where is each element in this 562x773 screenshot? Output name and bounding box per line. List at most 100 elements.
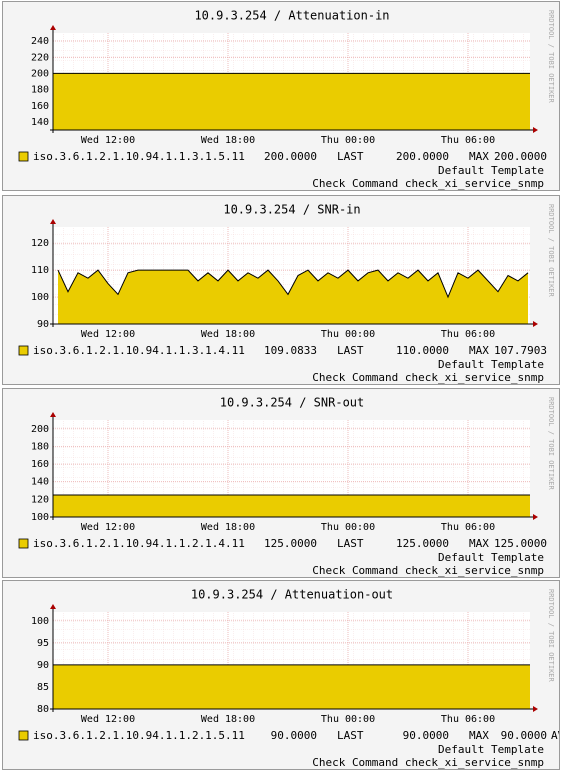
- y-tick-label: 140: [31, 117, 49, 128]
- y-arrow: [50, 604, 56, 609]
- y-tick-label: 80: [37, 704, 49, 715]
- legend-label: iso.3.6.1.2.1.10.94.1.1.2.1.5.11: [33, 729, 245, 742]
- chart-title: 10.9.3.254 / Attenuation-out: [191, 588, 393, 602]
- area-fill: [53, 73, 530, 130]
- watermark: RRDTOOL / TOBI OETIKER: [547, 204, 555, 298]
- y-tick-label: 90: [37, 660, 49, 671]
- legend-label: iso.3.6.1.2.1.10.94.1.1.3.1.4.11: [33, 344, 245, 357]
- template-label: Default Template: [438, 164, 544, 177]
- y-tick-label: 180: [31, 85, 49, 96]
- y-tick-label: 90: [37, 319, 49, 330]
- y-tick-label: 100: [31, 616, 49, 627]
- legend-stat: 200.0000: [494, 150, 547, 163]
- x-tick-label: Thu 06:00: [441, 135, 495, 146]
- command-label: Check Command check_xi_service_snmp: [312, 756, 544, 769]
- command-label: Check Command check_xi_service_snmp: [312, 177, 544, 190]
- legend-stat-name: LAST: [337, 150, 364, 163]
- y-tick-label: 180: [31, 441, 49, 452]
- y-tick-label: 140: [31, 477, 49, 488]
- area-fill: [53, 495, 530, 517]
- chart-title: 10.9.3.254 / SNR-in: [223, 203, 360, 217]
- x-tick-label: Wed 12:00: [81, 714, 135, 725]
- y-arrow: [50, 25, 56, 30]
- template-label: Default Template: [438, 743, 544, 756]
- chart-title: 10.9.3.254 / SNR-out: [220, 396, 365, 410]
- legend-stat-name: MAX: [469, 344, 489, 357]
- x-arrow: [533, 706, 538, 712]
- legend-stat: 125.0000: [396, 537, 449, 550]
- x-tick-label: Wed 12:00: [81, 522, 135, 533]
- legend-stat-name: MAX: [469, 537, 489, 550]
- y-tick-label: 200: [31, 424, 49, 435]
- legend-stat-name: LAST: [337, 729, 364, 742]
- y-tick-label: 100: [31, 512, 49, 523]
- x-tick-label: Thu 00:00: [321, 135, 375, 146]
- legend-stat: 90.0000: [501, 729, 547, 742]
- legend-stat: 90.0000: [271, 729, 317, 742]
- legend-stat: 110.0000: [396, 344, 449, 357]
- x-tick-label: Thu 06:00: [441, 714, 495, 725]
- x-tick-label: Thu 06:00: [441, 329, 495, 340]
- x-tick-label: Thu 06:00: [441, 522, 495, 533]
- legend-stat-name: MAX: [469, 150, 489, 163]
- y-tick-label: 220: [31, 52, 49, 63]
- legend-stat: 125.0000: [264, 537, 317, 550]
- legend-swatch: [18, 151, 29, 162]
- area-fill: [58, 270, 528, 324]
- legend-stat: 200.0000: [264, 150, 317, 163]
- legend-stat-name: AVE: [551, 729, 560, 742]
- x-arrow: [533, 321, 538, 327]
- x-tick-label: Wed 18:00: [201, 135, 255, 146]
- chart-title: 10.9.3.254 / Attenuation-in: [194, 9, 389, 23]
- x-tick-label: Thu 00:00: [321, 522, 375, 533]
- y-tick-label: 160: [31, 101, 49, 112]
- y-tick-label: 200: [31, 68, 49, 79]
- graph-panel: 10.9.3.254 / SNR-out RRDTOOL / TOBI OETIK…: [2, 388, 560, 578]
- legend-swatch: [18, 345, 29, 356]
- x-tick-label: Wed 12:00: [81, 135, 135, 146]
- y-tick-label: 110: [31, 265, 49, 276]
- legend-stat-name: LAST: [337, 344, 364, 357]
- graph-panel: 10.9.3.254 / Attenuation-in RRDTOOL / TOB…: [2, 1, 560, 191]
- y-arrow: [50, 412, 56, 417]
- x-tick-label: Wed 18:00: [201, 329, 255, 340]
- x-tick-label: Wed 18:00: [201, 714, 255, 725]
- legend-stat-name: MAX: [469, 729, 489, 742]
- legend-stat: 200.0000: [396, 150, 449, 163]
- template-label: Default Template: [438, 551, 544, 564]
- y-tick-label: 95: [37, 638, 49, 649]
- legend-stat: 109.0833: [264, 344, 317, 357]
- legend-label: iso.3.6.1.2.1.10.94.1.1.3.1.5.11: [33, 150, 245, 163]
- x-tick-label: Wed 18:00: [201, 522, 255, 533]
- watermark: RRDTOOL / TOBI OETIKER: [547, 589, 555, 683]
- y-tick-label: 240: [31, 36, 49, 47]
- legend-swatch: [18, 538, 29, 549]
- x-tick-label: Thu 00:00: [321, 329, 375, 340]
- watermark: RRDTOOL / TOBI OETIKER: [547, 397, 555, 491]
- graph-panel: 10.9.3.254 / Attenuation-out RRDTOOL / TO…: [2, 580, 560, 770]
- x-tick-label: Wed 12:00: [81, 329, 135, 340]
- legend-stat-name: LAST: [337, 537, 364, 550]
- template-label: Default Template: [438, 358, 544, 371]
- legend-stat: 107.7903: [494, 344, 547, 357]
- x-arrow: [533, 514, 538, 520]
- x-tick-label: Thu 00:00: [321, 714, 375, 725]
- area-fill: [53, 664, 530, 709]
- y-tick-label: 160: [31, 459, 49, 470]
- y-tick-label: 120: [31, 238, 49, 249]
- y-tick-label: 85: [37, 682, 49, 693]
- legend-swatch: [18, 730, 29, 741]
- legend-stat: 90.0000: [403, 729, 449, 742]
- series-line: [57, 269, 529, 299]
- y-arrow: [50, 219, 56, 224]
- legend-label: iso.3.6.1.2.1.10.94.1.1.2.1.4.11: [33, 537, 245, 550]
- command-label: Check Command check_xi_service_snmp: [312, 371, 544, 384]
- command-label: Check Command check_xi_service_snmp: [312, 564, 544, 577]
- y-tick-label: 120: [31, 494, 49, 505]
- graph-panel: 10.9.3.254 / SNR-in RRDTOOL / TOBI OETIKE…: [2, 195, 560, 385]
- y-tick-label: 100: [31, 292, 49, 303]
- watermark: RRDTOOL / TOBI OETIKER: [547, 10, 555, 104]
- x-arrow: [533, 127, 538, 133]
- legend-stat: 125.0000: [494, 537, 547, 550]
